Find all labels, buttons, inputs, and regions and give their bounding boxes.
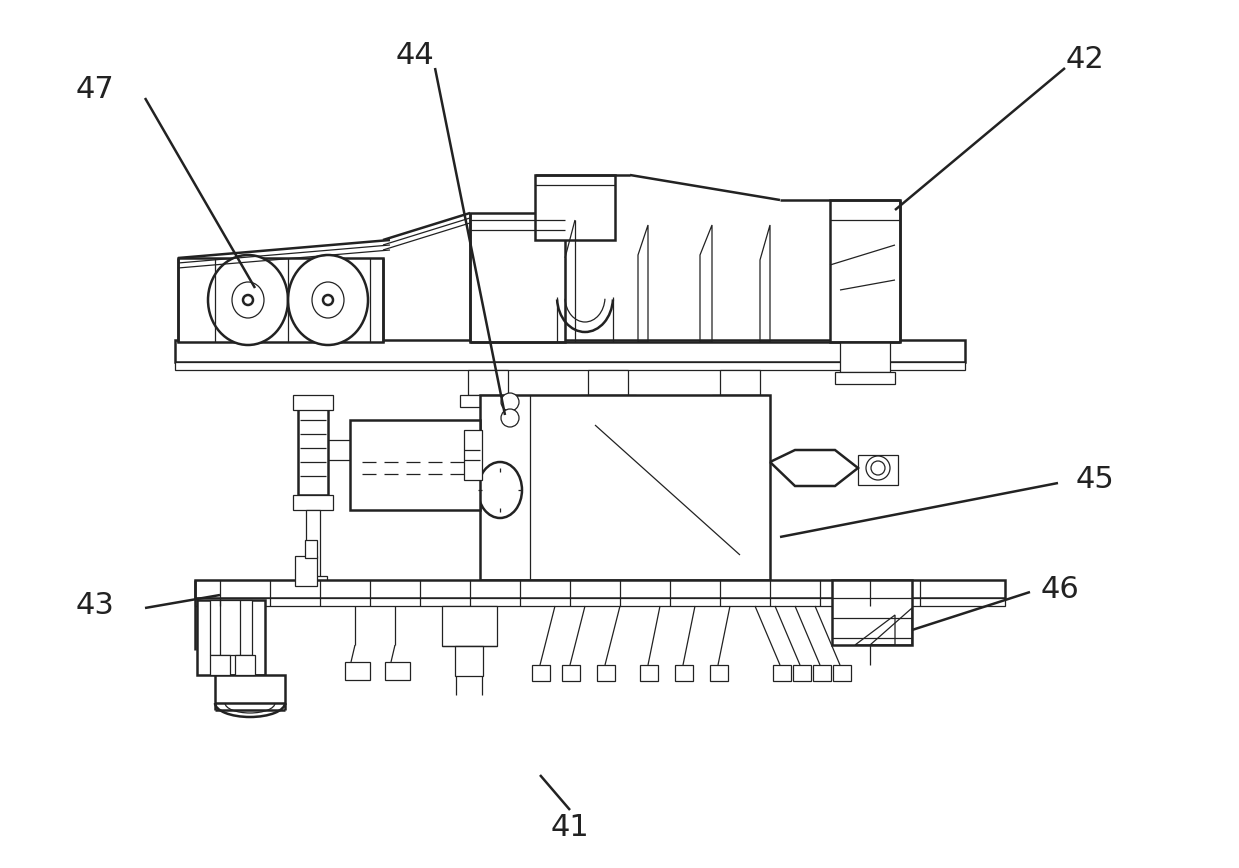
Bar [710,665,729,681]
Bar [305,540,317,558]
Ellipse shape [312,282,344,318]
Bar [195,580,1005,598]
Text: 45: 45 [1075,465,1114,495]
Bar [712,395,768,407]
Bar [349,420,479,510]
Bar [178,258,383,342]
Bar [535,175,615,240]
Bar [479,395,769,580]
Bar [720,370,760,395]
Circle shape [243,295,253,305]
Bar [833,665,851,681]
Bar [563,665,580,681]
Ellipse shape [478,462,522,518]
Bar [840,342,890,372]
Bar [292,395,333,410]
Ellipse shape [232,282,264,318]
Ellipse shape [208,255,287,345]
Bar [235,655,255,675]
Text: 43: 43 [76,590,114,620]
Bar [195,598,1005,606]
Circle shape [323,295,333,305]
Text: 47: 47 [76,76,114,104]
Bar [468,370,508,395]
Bar [675,665,693,681]
Bar [580,395,636,407]
Bar [460,395,515,407]
Bar [463,430,482,480]
Bar [470,213,565,342]
Circle shape [501,393,519,411]
Bar [773,665,790,681]
Bar [209,600,252,655]
Bar [209,655,230,675]
Bar [295,556,317,586]
Bar [306,510,320,580]
Circle shape [871,461,885,475]
Text: 44: 44 [395,41,435,69]
Circle shape [866,456,890,480]
Text: 46: 46 [1041,575,1079,604]
Bar [442,606,497,646]
Bar [813,665,831,681]
Bar [833,580,912,645]
Bar [830,200,900,342]
Bar [299,576,327,584]
Bar [857,455,898,485]
Ellipse shape [287,255,368,345]
Bar [597,665,615,681]
Bar [197,600,265,675]
Bar [385,662,410,680]
Bar [344,662,370,680]
Bar [292,495,333,510]
Bar [793,665,812,681]
Bar [216,675,285,703]
Circle shape [501,409,519,427]
Text: 42: 42 [1066,45,1104,75]
Bar [641,665,658,681]
Bar [532,665,550,681]
Bar [589,370,628,395]
Bar [299,405,328,495]
Bar [835,372,895,384]
Bar [455,646,483,676]
Bar [175,340,965,362]
Bar [175,362,965,370]
Text: 41: 41 [550,813,590,843]
